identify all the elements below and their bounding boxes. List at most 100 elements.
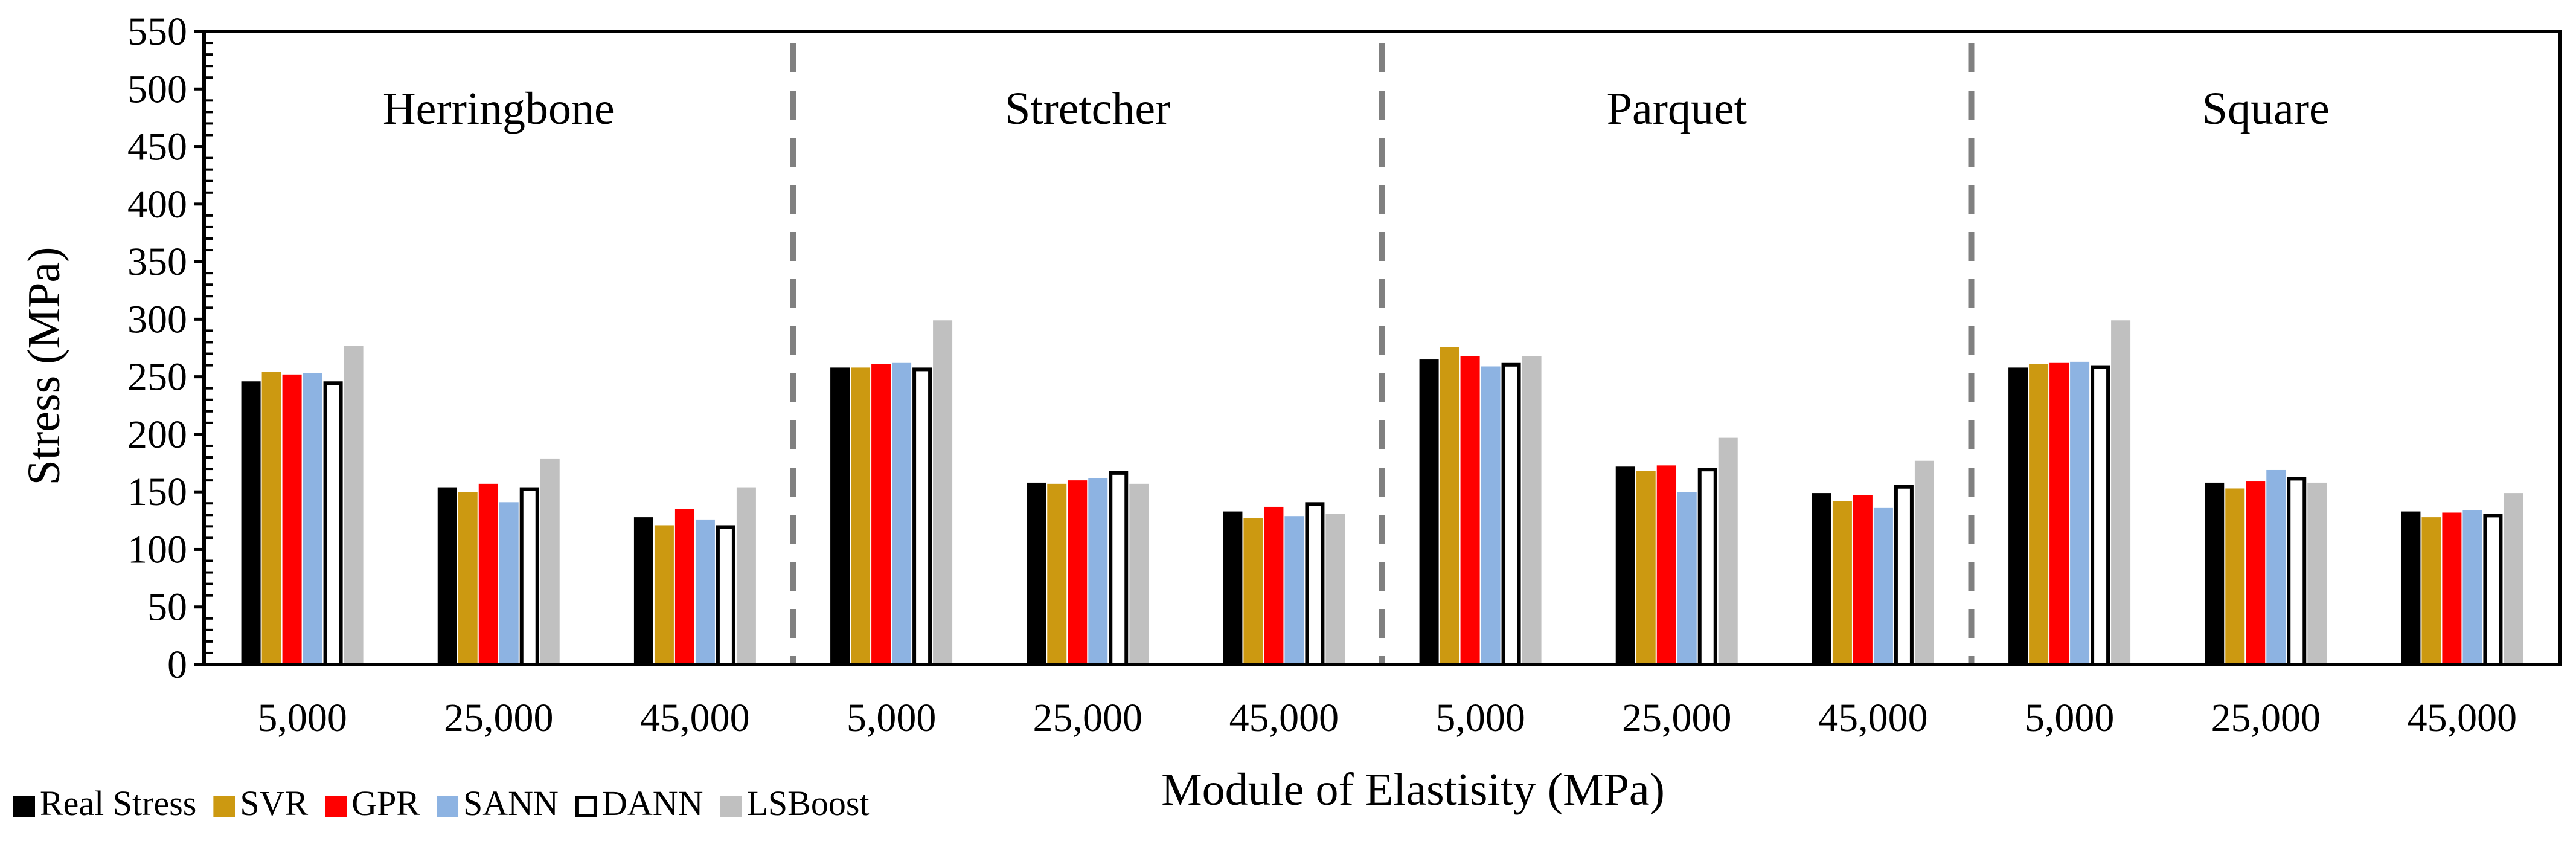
bar-svr: [1440, 347, 1459, 665]
x-tick-label: 25,000: [1622, 696, 1732, 740]
bar-dann: [2091, 365, 2110, 667]
legend-label: SANN: [463, 784, 559, 823]
x-tick-label: 45,000: [2408, 696, 2517, 740]
bar-lsboost: [736, 487, 756, 665]
bar-dann: [323, 381, 343, 666]
bar-gpr: [1068, 480, 1088, 665]
bar-svr: [851, 367, 871, 665]
bar-gpr: [478, 483, 498, 665]
bar-sann: [1088, 478, 1108, 665]
y-tick-label: 500: [127, 67, 187, 111]
legend-label: SVR: [240, 784, 308, 823]
legend-swatch-real-stress: [13, 796, 35, 817]
group-title: Herringbone: [383, 83, 615, 134]
y-tick-label: 350: [127, 240, 187, 284]
bar-real-stress: [1027, 482, 1046, 665]
bar-dann: [519, 487, 539, 666]
bar-dann: [2483, 514, 2503, 666]
bar-sann: [892, 362, 912, 665]
bar-lsboost: [540, 458, 560, 665]
bar-lsboost: [1718, 437, 1738, 665]
y-tick-label: 150: [127, 470, 187, 514]
y-tick-label: 100: [127, 527, 187, 572]
legend-label: Real Stress: [40, 784, 196, 823]
axes: [202, 30, 2562, 666]
x-tick-label: 45,000: [640, 696, 750, 740]
bar-svr: [261, 372, 281, 665]
y-axis-ticks: 0 50 100 150 200 250 300 350 400 450 500 550: [127, 10, 213, 687]
bar-svr: [1636, 471, 1656, 665]
bar-lsboost: [1325, 514, 1345, 665]
x-tick-label: 5,000: [1435, 696, 1525, 740]
bar-dann: [1305, 502, 1325, 667]
bar-dann: [1109, 471, 1129, 666]
legend-label: LSBoost: [746, 784, 869, 823]
bar-real-stress: [633, 517, 653, 665]
bar-real-stress: [1812, 493, 1831, 665]
bar-lsboost: [1522, 356, 1542, 665]
bar-sann: [303, 373, 322, 665]
bar-lsboost: [2504, 493, 2523, 665]
bar-sann: [695, 519, 715, 665]
bar-sann: [1481, 366, 1501, 665]
y-tick-label: 550: [127, 10, 187, 54]
bar-sann: [2462, 510, 2482, 665]
bar-lsboost: [933, 320, 953, 665]
bar-gpr: [282, 374, 302, 665]
legend-swatch-sann: [437, 796, 459, 817]
bar-lsboost: [344, 346, 364, 665]
bar-real-stress: [241, 381, 261, 665]
bar-gpr: [1656, 465, 1676, 665]
bar-real-stress: [1223, 511, 1243, 665]
bar-real-stress: [2401, 511, 2421, 665]
y-tick-label: 0: [167, 643, 187, 687]
bar-svr: [2029, 364, 2049, 665]
bar-lsboost: [2307, 482, 2327, 665]
bar-dann: [716, 525, 735, 666]
legend-swatch-dann: [575, 796, 597, 817]
y-axis-title: Stress (MPa): [19, 247, 69, 486]
bar-dann: [1501, 362, 1521, 667]
bar-svr: [2421, 517, 2441, 665]
bar-svr: [1243, 518, 1263, 665]
group-title: Stretcher: [1005, 83, 1170, 134]
bar-svr: [2225, 488, 2245, 665]
bar-gpr: [2442, 512, 2462, 665]
bar-lsboost: [1914, 460, 1934, 665]
y-tick-label: 400: [127, 182, 187, 227]
legend-swatch-svr: [213, 796, 235, 817]
legend-swatch-lsboost: [720, 796, 742, 817]
bar-sann: [499, 502, 519, 665]
bar-dann: [912, 367, 932, 666]
bar-lsboost: [2111, 320, 2131, 665]
bar-dann: [1894, 485, 1914, 666]
group-separators: [790, 43, 1975, 665]
bar-gpr: [871, 364, 891, 665]
x-axis-ticks: 5,000 25,000 45,000 5,000 25,000 45,000 5,000 2…: [257, 696, 2517, 740]
group-titles: Herringbone Stretcher Parquet Square: [383, 83, 2330, 134]
bar-real-stress: [1615, 466, 1635, 665]
legend-swatch-gpr: [325, 796, 347, 817]
group-title: Parquet: [1607, 83, 1747, 134]
bars: [241, 320, 2523, 667]
bar-svr: [458, 492, 478, 665]
bar-svr: [654, 525, 674, 665]
x-tick-label: 45,000: [1229, 696, 1339, 740]
bar-lsboost: [1129, 483, 1149, 665]
x-axis-title: Module of Elastisity (MPa): [1161, 764, 1665, 815]
bar-sann: [1284, 516, 1304, 665]
bar-sann: [2070, 361, 2090, 665]
bar-real-stress: [1419, 359, 1439, 665]
bar-real-stress: [2008, 367, 2028, 665]
bar-gpr: [1460, 356, 1480, 665]
bar-dann: [2287, 477, 2307, 666]
x-tick-label: 45,000: [1818, 696, 1928, 740]
bar-gpr: [1264, 506, 1284, 665]
legend-label: GPR: [351, 784, 420, 823]
legend: Real Stress SVR GPR SANN DANN LSBoost: [13, 784, 870, 823]
y-tick-label: 300: [127, 297, 187, 341]
y-tick-label: 200: [127, 413, 187, 457]
bar-gpr: [1853, 495, 1873, 665]
x-tick-label: 25,000: [1033, 696, 1143, 740]
